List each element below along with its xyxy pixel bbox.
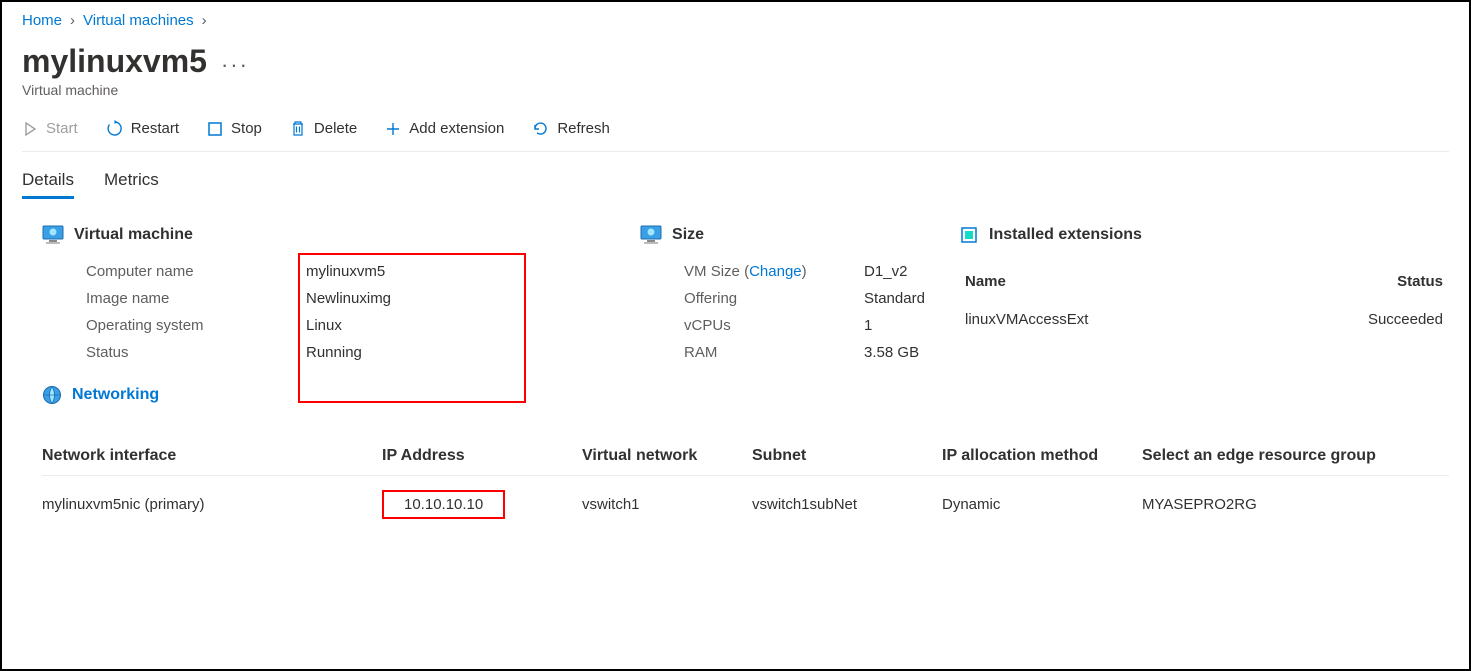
extension-row[interactable]: linuxVMAccessExt Succeeded xyxy=(961,301,1447,338)
breadcrumb-home[interactable]: Home xyxy=(22,12,62,29)
networking-section-title: Networking xyxy=(72,386,159,404)
ext-name-value: linuxVMAccessExt xyxy=(961,301,1258,338)
ext-status-value: Succeeded xyxy=(1260,301,1447,338)
image-name-value: Newlinuximg xyxy=(306,290,640,307)
stop-button[interactable]: Stop xyxy=(207,120,262,137)
stop-icon xyxy=(207,121,223,137)
vnet-value: vswitch1 xyxy=(582,476,752,530)
vm-section-title: Virtual machine xyxy=(74,226,193,244)
networking-section-header[interactable]: Networking xyxy=(42,385,640,405)
vcpus-label: vCPUs xyxy=(684,317,864,334)
add-extension-button[interactable]: Add extension xyxy=(385,120,504,137)
size-section-header: Size xyxy=(640,225,959,245)
net-col-vnet: Virtual network xyxy=(582,437,752,476)
status-value: Running xyxy=(306,344,640,361)
chevron-right-icon: › xyxy=(70,12,75,29)
networking-table: Network interface IP Address Virtual net… xyxy=(42,437,1449,529)
delete-label: Delete xyxy=(314,120,357,137)
offering-label: Offering xyxy=(684,290,864,307)
delete-button[interactable]: Delete xyxy=(290,120,357,137)
net-col-subnet: Subnet xyxy=(752,437,942,476)
offering-value: Standard xyxy=(864,290,959,307)
os-value: Linux xyxy=(306,317,640,334)
net-col-nic: Network interface xyxy=(42,437,382,476)
play-icon xyxy=(22,121,38,137)
status-label: Status xyxy=(86,344,306,361)
globe-icon xyxy=(42,385,62,405)
breadcrumb-virtual-machines[interactable]: Virtual machines xyxy=(83,12,194,29)
ext-col-status: Status xyxy=(1260,265,1447,299)
toolbar: Start Restart Stop Delete Add extension … xyxy=(22,120,1449,152)
start-label: Start xyxy=(46,120,78,137)
subnet-value: vswitch1subNet xyxy=(752,476,942,530)
ext-col-name: Name xyxy=(961,265,1258,299)
network-row[interactable]: mylinuxvm5nic (primary) 10.10.10.10 vswi… xyxy=(42,476,1449,530)
breadcrumb: Home › Virtual machines › xyxy=(22,12,1449,29)
nic-value: mylinuxvm5nic (primary) xyxy=(42,476,382,530)
vm-size-label: VM Size (Change) xyxy=(684,263,864,280)
more-icon[interactable]: ··· xyxy=(221,52,249,78)
computer-name-value: mylinuxvm5 xyxy=(306,263,640,280)
vcpus-value: 1 xyxy=(864,317,959,334)
ip-cell: 10.10.10.10 xyxy=(382,476,582,530)
restart-icon xyxy=(106,120,123,137)
change-size-link[interactable]: Change xyxy=(749,263,802,280)
tabs: Details Metrics xyxy=(22,170,1449,199)
tab-metrics[interactable]: Metrics xyxy=(104,170,159,199)
vm-section-header: Virtual machine xyxy=(42,225,640,245)
extensions-icon xyxy=(959,225,979,245)
restart-button[interactable]: Restart xyxy=(106,120,179,137)
resource-type-label: Virtual machine xyxy=(22,82,1449,98)
plus-icon xyxy=(385,121,401,137)
refresh-label: Refresh xyxy=(557,120,610,137)
image-name-label: Image name xyxy=(86,290,306,307)
restart-label: Restart xyxy=(131,120,179,137)
ram-label: RAM xyxy=(684,344,864,361)
extensions-section-title: Installed extensions xyxy=(989,226,1142,244)
alloc-value: Dynamic xyxy=(942,476,1142,530)
tab-details[interactable]: Details xyxy=(22,170,74,199)
chevron-right-icon: › xyxy=(202,12,207,29)
page-title: mylinuxvm5 xyxy=(22,43,207,80)
extensions-table: Name Status linuxVMAccessExt Succeeded xyxy=(959,263,1449,340)
net-col-alloc: IP allocation method xyxy=(942,437,1142,476)
refresh-button[interactable]: Refresh xyxy=(532,120,610,137)
ram-value: 3.58 GB xyxy=(864,344,959,361)
start-button: Start xyxy=(22,120,78,137)
net-col-edge: Select an edge resource group xyxy=(1142,437,1449,476)
add-extension-label: Add extension xyxy=(409,120,504,137)
vm-size-icon xyxy=(640,225,662,245)
extensions-section-header: Installed extensions xyxy=(959,225,1449,245)
size-section-title: Size xyxy=(672,226,704,244)
edge-value: MYASEPRO2RG xyxy=(1142,476,1449,530)
computer-name-label: Computer name xyxy=(86,263,306,280)
os-label: Operating system xyxy=(86,317,306,334)
refresh-icon xyxy=(532,120,549,137)
vm-size-value: D1_v2 xyxy=(864,263,959,280)
trash-icon xyxy=(290,120,306,137)
net-col-ip: IP Address xyxy=(382,437,582,476)
ip-value: 10.10.10.10 xyxy=(382,490,505,519)
vm-icon xyxy=(42,225,64,245)
stop-label: Stop xyxy=(231,120,262,137)
